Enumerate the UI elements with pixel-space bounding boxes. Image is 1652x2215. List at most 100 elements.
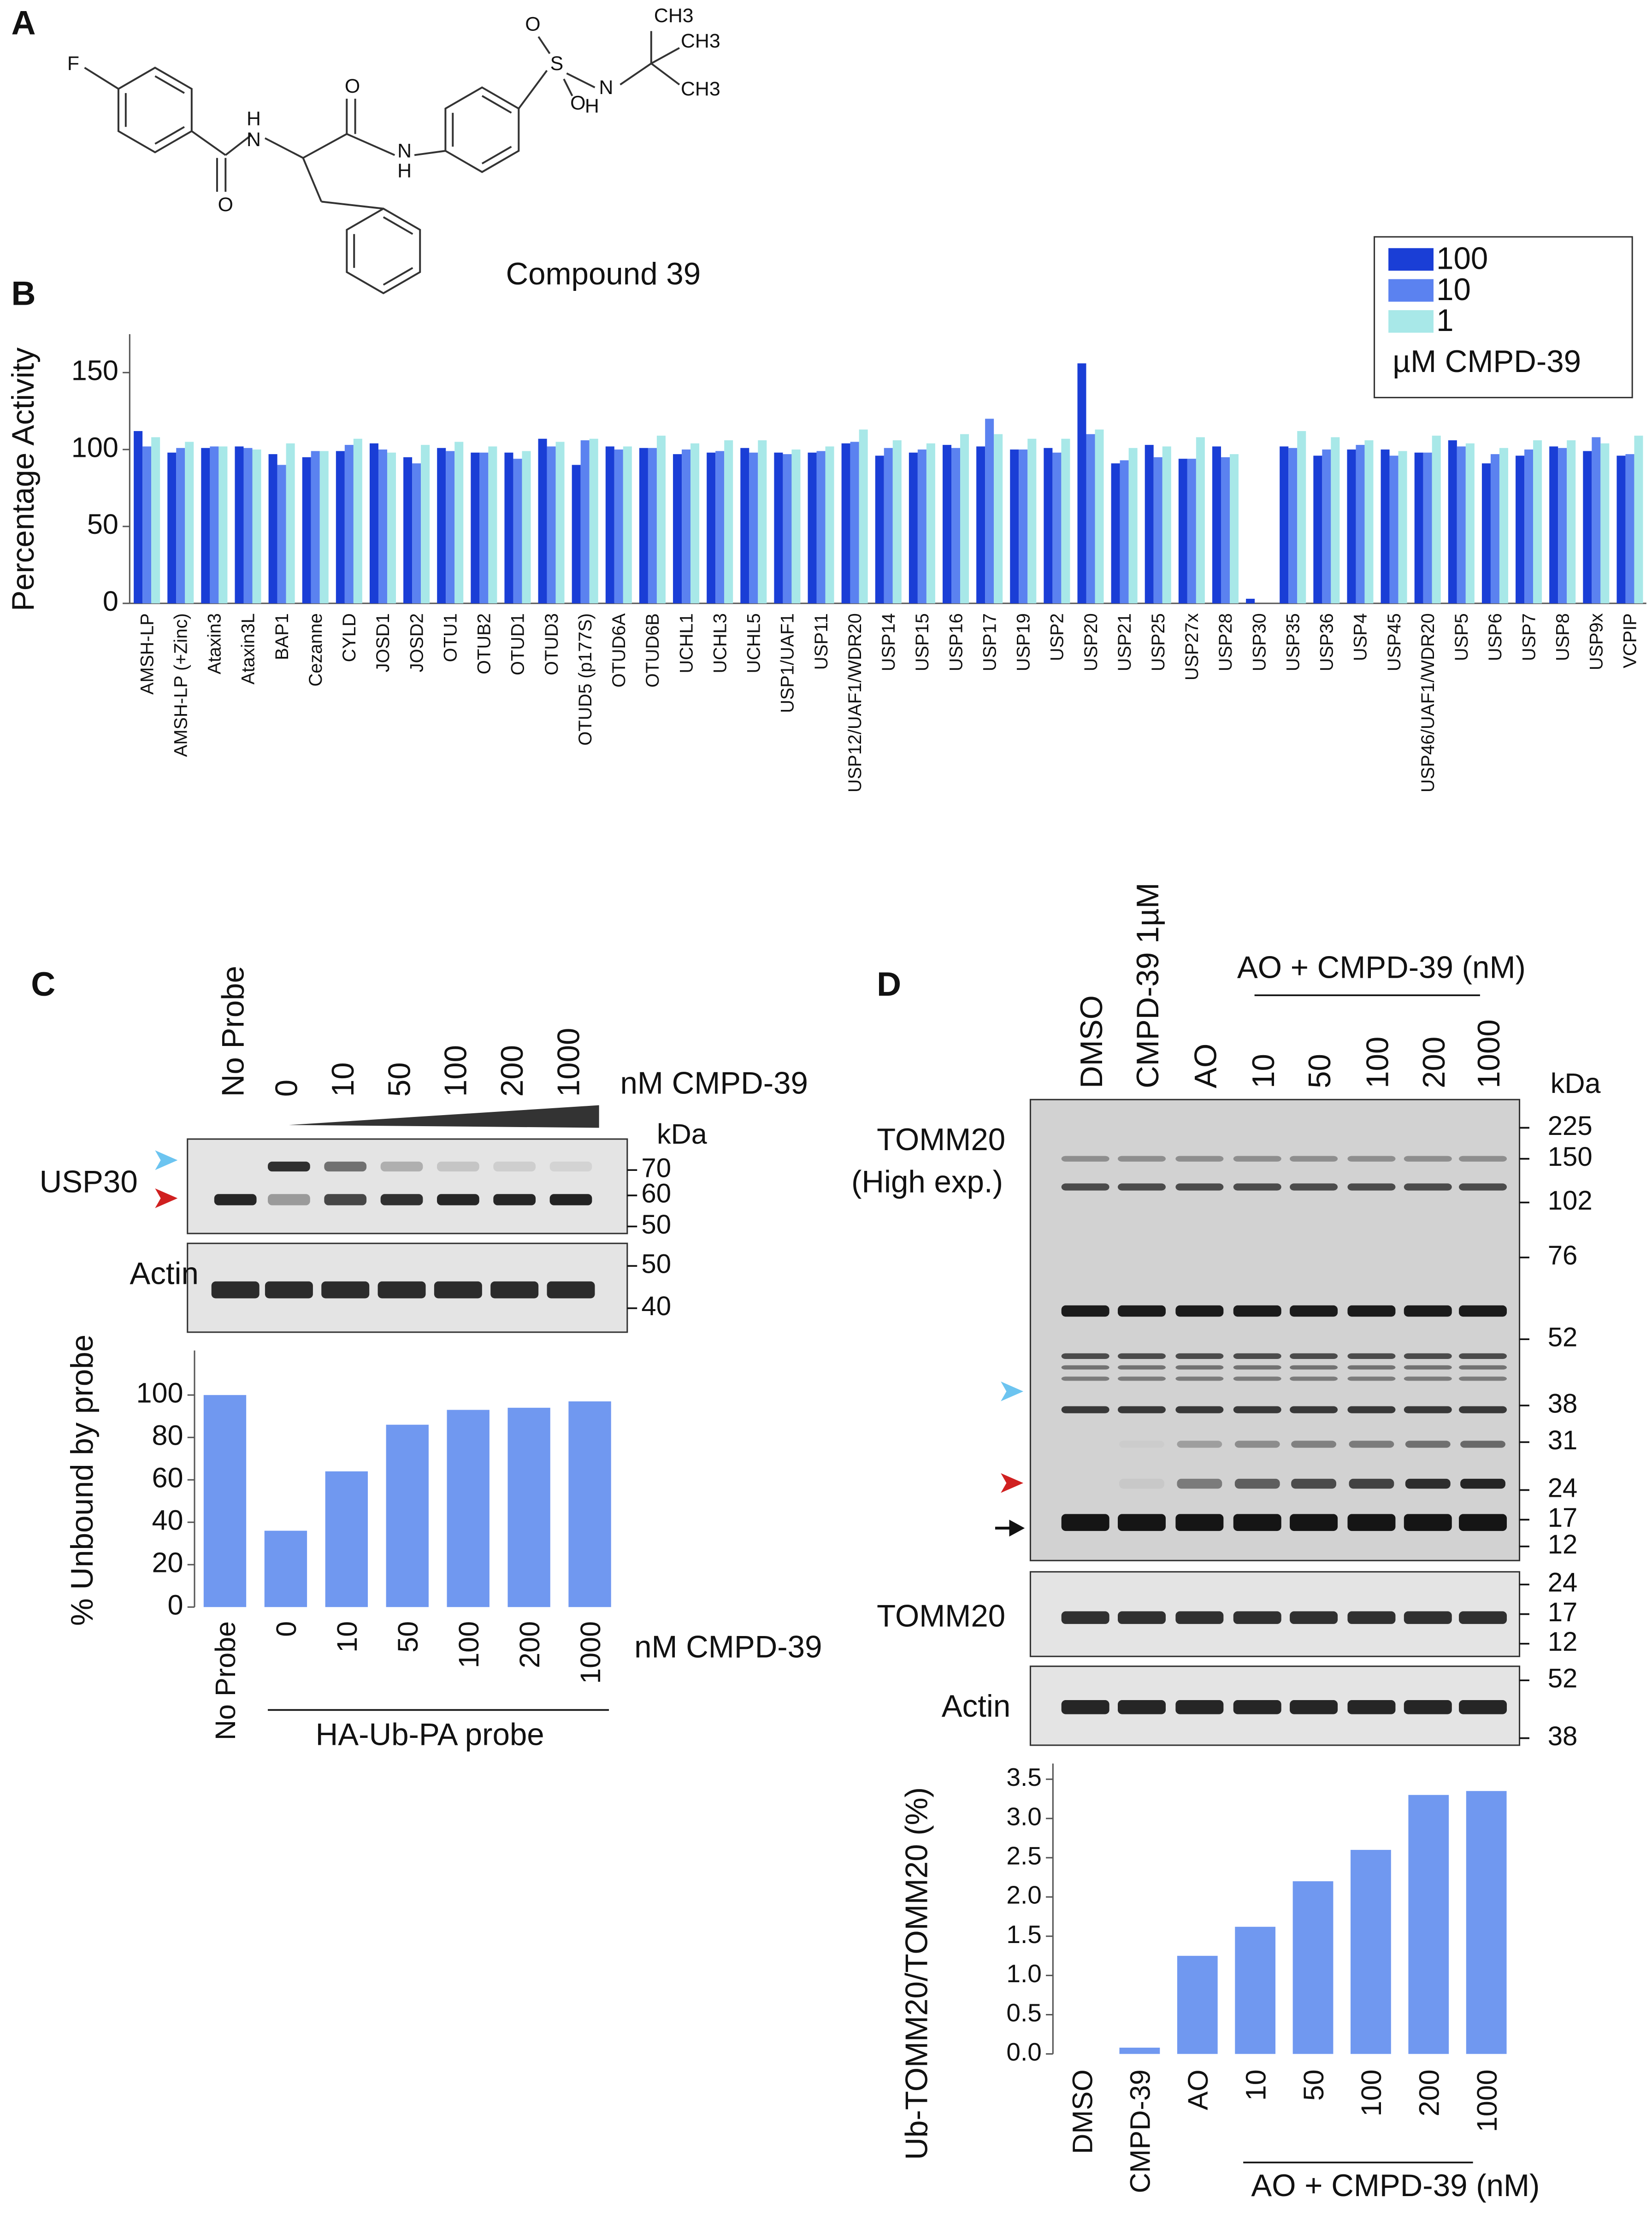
x-tick-label: USP45	[1384, 613, 1404, 671]
bar	[783, 454, 792, 603]
bar	[825, 446, 834, 603]
ring-double-bond	[383, 267, 413, 286]
bar	[568, 1401, 611, 1607]
y-tick-label: 20	[152, 1547, 183, 1578]
x-tick-label: OTUD3	[542, 613, 562, 675]
bar	[1128, 448, 1138, 603]
bar	[1178, 459, 1187, 603]
bar	[488, 446, 497, 603]
x-tick-label: USP19	[1014, 613, 1034, 671]
bar	[268, 454, 277, 603]
bar	[884, 448, 893, 603]
bar	[471, 452, 480, 603]
marker-label: 38	[1548, 1388, 1578, 1418]
y-tick-label: 2.5	[1006, 1842, 1042, 1870]
bond	[321, 201, 384, 210]
blot-band	[1233, 1406, 1281, 1413]
bar	[943, 445, 952, 603]
blot-band	[1061, 1406, 1109, 1413]
bar	[235, 446, 244, 603]
marker-label: 60	[641, 1179, 671, 1209]
blot-band	[380, 1161, 423, 1172]
blot-band	[1290, 1305, 1338, 1317]
blot-band	[1347, 1514, 1396, 1531]
group-label: HA-Ub-PA probe	[316, 1717, 544, 1752]
x-tick-label: CYLD	[339, 613, 360, 662]
bar	[749, 452, 758, 603]
bar	[446, 451, 455, 603]
bar	[1381, 449, 1390, 603]
marker-label: 31	[1548, 1425, 1578, 1455]
x-tick-label: UCHL3	[710, 613, 730, 673]
bar	[1423, 452, 1432, 603]
marker-label: 40	[641, 1291, 671, 1321]
bar	[1549, 446, 1558, 603]
bond	[414, 150, 446, 156]
bar	[1162, 446, 1171, 603]
x-tick-label: DMSO	[1067, 2069, 1098, 2154]
blot-band	[1405, 1478, 1451, 1489]
x-tick-label: OTUD5 (p177S)	[575, 613, 596, 745]
blot-band	[1404, 1156, 1452, 1162]
atom-label: CH3	[681, 30, 720, 52]
y-tick-label: 1.5	[1006, 1920, 1042, 1949]
bar	[378, 449, 387, 603]
lane-label: AO	[1188, 1044, 1223, 1088]
lane-label: 50	[1303, 1054, 1337, 1088]
blot-band	[1233, 1700, 1281, 1714]
blot-band	[1061, 1156, 1109, 1162]
marker-label: 17	[1548, 1503, 1578, 1533]
x-tick-label: 200	[514, 1621, 545, 1668]
x-tick-label: USP16	[946, 613, 966, 671]
ring-double-bond	[481, 146, 512, 165]
marker-label: 76	[1548, 1240, 1578, 1270]
marker-label: 150	[1548, 1142, 1593, 1172]
bar	[808, 452, 817, 603]
blot-band	[1119, 1478, 1164, 1489]
bar	[656, 436, 666, 603]
bar	[917, 449, 926, 603]
y-axis-label: % Unbound by probe	[65, 1335, 100, 1626]
blot-band	[1175, 1365, 1224, 1370]
ring-bond	[346, 207, 421, 295]
legend-swatch	[1388, 248, 1434, 271]
blot-band	[1347, 1376, 1396, 1381]
blot-band	[1290, 1406, 1338, 1413]
bar	[1533, 440, 1542, 603]
bar	[724, 440, 733, 603]
bar	[1027, 438, 1037, 603]
x-tick-label: USP20	[1081, 613, 1101, 671]
blot-band	[1347, 1700, 1396, 1714]
bar	[1516, 455, 1525, 603]
marker-label: 50	[641, 1210, 671, 1240]
bar	[447, 1410, 490, 1607]
marker-label: 52	[1548, 1323, 1578, 1353]
y-tick-label: 3.5	[1006, 1763, 1042, 1791]
bar	[892, 440, 902, 603]
blot-band	[1290, 1365, 1338, 1370]
bar	[1119, 2047, 1160, 2054]
blot-band	[1118, 1611, 1166, 1624]
blot-band	[1233, 1514, 1281, 1531]
marker-label: 17	[1548, 1597, 1578, 1627]
bar	[1235, 1926, 1276, 2054]
y-tick-label: 100	[71, 431, 118, 463]
ring-double-bond	[383, 216, 413, 235]
y-tick-label: 60	[152, 1462, 183, 1493]
blot-band	[1460, 1441, 1505, 1448]
bar	[1322, 449, 1331, 603]
blot-band	[1118, 1406, 1166, 1413]
bar	[715, 451, 725, 603]
bond	[191, 130, 226, 156]
ring-double-bond	[154, 126, 185, 145]
bond	[620, 63, 652, 86]
legend-label: 1	[1436, 303, 1453, 338]
bar	[951, 448, 961, 603]
x-tick-label: JOSD1	[373, 613, 393, 672]
blot-band	[268, 1194, 310, 1205]
blot-band	[1118, 1183, 1166, 1191]
bar	[1583, 451, 1592, 603]
x-tick-label: 0	[271, 1621, 302, 1637]
bond	[563, 78, 573, 96]
